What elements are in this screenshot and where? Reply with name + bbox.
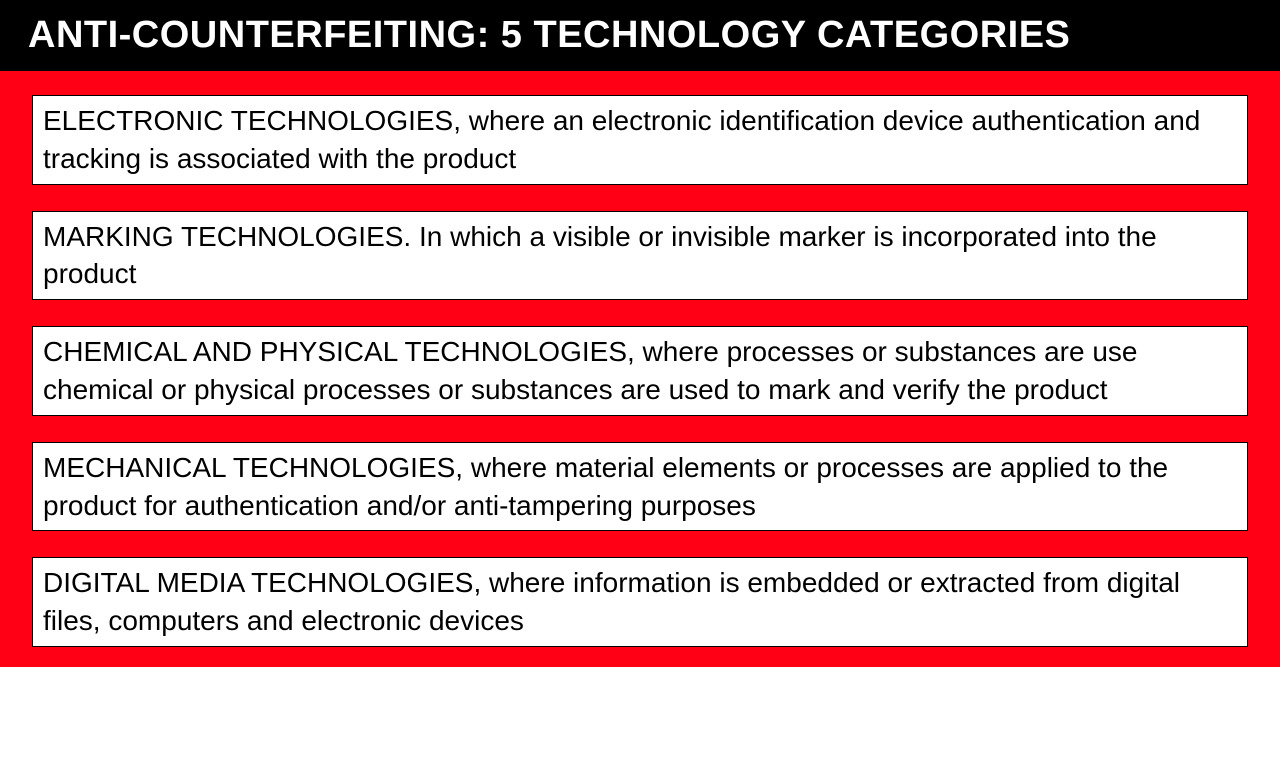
infographic-container: ANTI-COUNTERFEITING: 5 TECHNOLOGY CATEGO… [0,0,1280,763]
category-text: ELECTRONIC TECHNOLOGIES, where an electr… [43,102,1237,178]
category-text: DIGITAL MEDIA TECHNOLOGIES, where inform… [43,564,1237,640]
category-item: MECHANICAL TECHNOLOGIES, where material … [32,442,1248,532]
category-text: MECHANICAL TECHNOLOGIES, where material … [43,449,1237,525]
category-item: CHEMICAL AND PHYSICAL TECHNOLOGIES, wher… [32,326,1248,416]
category-text: MARKING TECHNOLOGIES. In which a visible… [43,218,1237,294]
category-item: DIGITAL MEDIA TECHNOLOGIES, where inform… [32,557,1248,647]
infographic-body: ELECTRONIC TECHNOLOGIES, where an electr… [0,71,1280,667]
infographic-header: ANTI-COUNTERFEITING: 5 TECHNOLOGY CATEGO… [0,0,1280,71]
infographic-title: ANTI-COUNTERFEITING: 5 TECHNOLOGY CATEGO… [28,14,1252,57]
category-item: MARKING TECHNOLOGIES. In which a visible… [32,211,1248,301]
category-text: CHEMICAL AND PHYSICAL TECHNOLOGIES, wher… [43,333,1237,409]
category-item: ELECTRONIC TECHNOLOGIES, where an electr… [32,95,1248,185]
